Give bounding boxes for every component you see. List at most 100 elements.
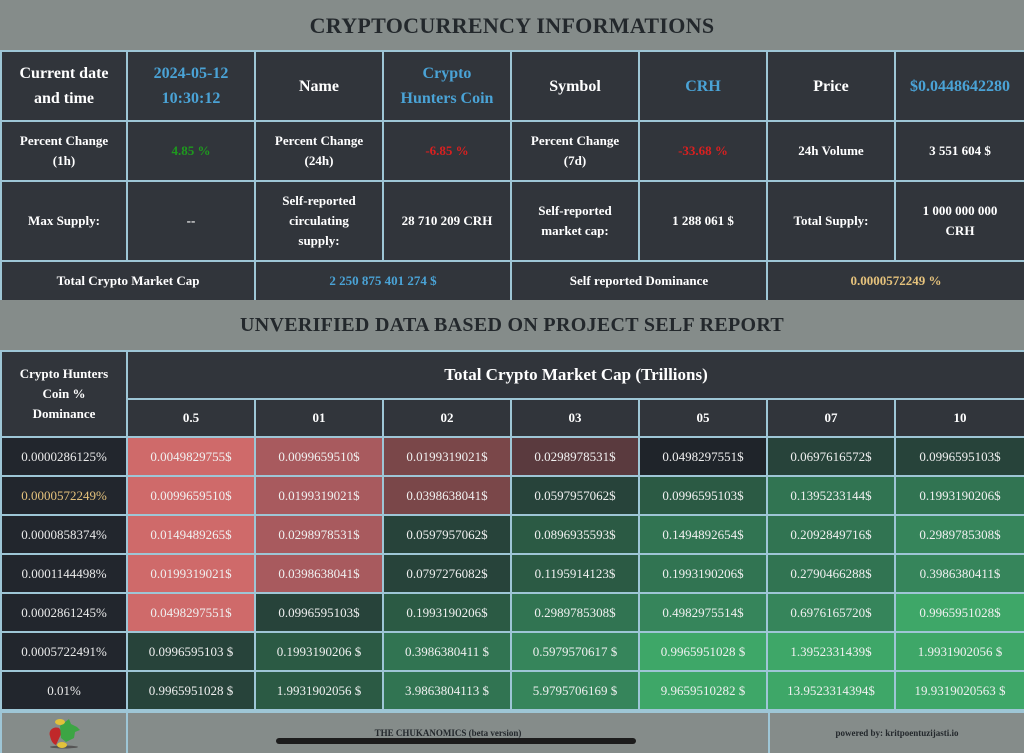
projected-price-cell: 0.2989785308$ bbox=[510, 592, 640, 633]
projected-price-cell: 13.9523314394$ bbox=[766, 670, 896, 711]
chukanomics-logo-icon bbox=[42, 714, 86, 750]
footer: THE CHUKANOMICS (beta version) powered b… bbox=[0, 711, 1024, 753]
dominance-value: 0.0000858374% bbox=[0, 514, 128, 555]
max-supply-value: -- bbox=[126, 180, 256, 262]
dominance-value: 0.0001144498% bbox=[0, 553, 128, 594]
volume-24h-value: 3 551 604 $ bbox=[894, 120, 1024, 182]
projected-price-cell: 1.3952331439$ bbox=[766, 631, 896, 672]
symbol-value: CRH bbox=[638, 50, 768, 122]
projected-price-cell: 0.0597957062$ bbox=[510, 475, 640, 516]
projected-price-cell: 1.9931902056 $ bbox=[254, 670, 384, 711]
table-row: 0.0005722491% 0.0996595103 $0.1993190206 … bbox=[0, 631, 1024, 672]
table-row: 0.0000858374% 0.0149489265$ 0.0298978531$ 0… bbox=[0, 514, 1024, 555]
percent-change-7d-value: -33.68 % bbox=[638, 120, 768, 182]
market-cap-column-0: 0.5 bbox=[126, 398, 256, 438]
projected-price-cell: 0.0398638041$ bbox=[254, 553, 384, 594]
projected-price-cell: 0.5979570617 $ bbox=[510, 631, 640, 672]
dominance-value: 0.01% bbox=[0, 670, 128, 711]
circulating-supply-label: Self-reported circulating supply: bbox=[254, 180, 384, 262]
projected-price-cell: 0.3986380411$ bbox=[893, 553, 1024, 594]
projected-price-cell: 0.0149489265$ bbox=[126, 514, 256, 555]
dominance-value: 0.0000572249 % bbox=[766, 260, 1024, 302]
projected-price-cell: 0.0099659510$ bbox=[254, 436, 384, 477]
dominance-value: 0.0000572249% bbox=[0, 475, 128, 516]
projected-price-cell: 0.1395233144$ bbox=[766, 475, 896, 516]
table-row: 0.01% 0.9965951028 $1.9931902056 $3.98638… bbox=[0, 670, 1024, 711]
projected-price-cell: 0.0199319021$ bbox=[126, 553, 256, 594]
projected-price-cell: 0.0996595103$ bbox=[893, 436, 1024, 477]
projected-price-cell: 0.6976165720$ bbox=[766, 592, 896, 633]
volume-24h-label: 24h Volume bbox=[766, 120, 896, 182]
table-row: 0.0000572249% 0.0099659510$ 0.0199319021$ 0… bbox=[0, 475, 1024, 516]
projected-price-cell: 0.0996595103$ bbox=[638, 475, 768, 516]
market-cap-column-6: 10 bbox=[893, 398, 1024, 438]
market-cap-column-3: 03 bbox=[510, 398, 640, 438]
name-label: Name bbox=[254, 50, 384, 122]
table-row: 0.0000286125% 0.0049829755$ 0.0099659510$ 0… bbox=[0, 436, 1024, 477]
table-row: 0.0001144498% 0.0199319021$ 0.0398638041$ 0… bbox=[0, 553, 1024, 594]
price-value: $0.0448642280 bbox=[894, 50, 1024, 122]
section-title: UNVERIFIED DATA BASED ON PROJECT SELF RE… bbox=[0, 300, 1024, 350]
circulating-supply-value: 28 710 209 CRH bbox=[382, 180, 512, 262]
date-value: 2024-05-12 10:30:12 bbox=[126, 50, 256, 122]
projected-price-cell: 0.1494892654$ bbox=[638, 514, 768, 555]
symbol-label: Symbol bbox=[510, 50, 640, 122]
projected-price-cell: 0.0498297551$ bbox=[126, 592, 256, 633]
logo-cell bbox=[0, 711, 128, 753]
projected-price-cell: 0.1993190206 $ bbox=[254, 631, 384, 672]
projected-price-cell: 0.0498297551$ bbox=[638, 436, 768, 477]
projected-price-cell: 0.0996595103$ bbox=[254, 592, 384, 633]
projected-price-cell: 0.0398638041$ bbox=[382, 475, 512, 516]
projected-price-cell: 0.2092849716$ bbox=[766, 514, 896, 555]
percent-change-24h-label: Percent Change (24h) bbox=[254, 120, 384, 182]
dominance-column-header: Crypto Hunters Coin % Dominance bbox=[0, 350, 128, 438]
total-supply-value: 1 000 000 000 CRH bbox=[894, 180, 1024, 262]
dominance-label: Self reported Dominance bbox=[510, 260, 768, 302]
market-cap-column-4: 05 bbox=[638, 398, 768, 438]
total-market-cap-label: Total Crypto Market Cap bbox=[0, 260, 256, 302]
projected-price-cell: 0.9965951028 $ bbox=[126, 670, 256, 711]
market-cap-value: 1 288 061 $ bbox=[638, 180, 768, 262]
name-value: Crypto Hunters Coin bbox=[382, 50, 512, 122]
projected-price-cell: 0.1993190206$ bbox=[638, 553, 768, 594]
page-title: CRYPTOCURRENCY INFORMATIONS bbox=[0, 0, 1024, 50]
projected-price-cell: 1.9931902056 $ bbox=[893, 631, 1024, 672]
market-cap-column-5: 07 bbox=[766, 398, 896, 438]
projected-price-cell: 0.0797276082$ bbox=[382, 553, 512, 594]
projected-price-cell: 0.0099659510$ bbox=[126, 475, 256, 516]
table-row: 0.0002861245% 0.0498297551$ 0.0996595103$ 0… bbox=[0, 592, 1024, 633]
dominance-value: 0.0000286125% bbox=[0, 436, 128, 477]
projected-price-cell: 0.9965951028 $ bbox=[638, 631, 768, 672]
dominance-value: 0.0005722491% bbox=[0, 631, 128, 672]
projected-price-cell: 5.9795706169 $ bbox=[510, 670, 640, 711]
percent-change-7d-label: Percent Change (7d) bbox=[510, 120, 640, 182]
market-cap-column-1: 01 bbox=[254, 398, 384, 438]
price-label: Price bbox=[766, 50, 896, 122]
projected-price-cell: 0.1993190206$ bbox=[382, 592, 512, 633]
projected-price-cell: 9.9659510282 $ bbox=[638, 670, 768, 711]
market-cap-label: Self-reported market cap: bbox=[510, 180, 640, 262]
projected-price-cell: 0.0199319021$ bbox=[254, 475, 384, 516]
projection-heatmap-table: Crypto Hunters Coin % Dominance Total Cryp… bbox=[0, 350, 1024, 711]
percent-change-1h-label: Percent Change (1h) bbox=[0, 120, 128, 182]
projected-price-cell: 0.0298978531$ bbox=[254, 514, 384, 555]
projected-price-cell: 0.0896935593$ bbox=[510, 514, 640, 555]
projected-price-cell: 0.4982975514$ bbox=[638, 592, 768, 633]
crypto-info-table: Current date and time 2024-05-12 10:30:12… bbox=[0, 50, 1024, 302]
market-cap-header: Total Crypto Market Cap (Trillions) bbox=[125, 350, 1024, 400]
projected-price-cell: 0.1195914123$ bbox=[510, 553, 640, 594]
horizontal-scrollbar[interactable] bbox=[276, 738, 636, 744]
date-label: Current date and time bbox=[0, 50, 128, 122]
total-market-cap-value: 2 250 875 401 274 $ bbox=[254, 260, 512, 302]
dominance-value: 0.0002861245% bbox=[0, 592, 128, 633]
projected-price-cell: 0.0199319021$ bbox=[382, 436, 512, 477]
projected-price-cell: 0.0996595103 $ bbox=[126, 631, 256, 672]
projected-price-cell: 0.0697616572$ bbox=[766, 436, 896, 477]
percent-change-24h-value: -6.85 % bbox=[382, 120, 512, 182]
percent-change-1h-value: 4.85 % bbox=[126, 120, 256, 182]
total-supply-label: Total Supply: bbox=[766, 180, 896, 262]
projected-price-cell: 0.3986380411 $ bbox=[382, 631, 512, 672]
projected-price-cell: 0.0049829755$ bbox=[126, 436, 256, 477]
projected-price-cell: 0.0298978531$ bbox=[510, 436, 640, 477]
projected-price-cell: 3.9863804113 $ bbox=[382, 670, 512, 711]
